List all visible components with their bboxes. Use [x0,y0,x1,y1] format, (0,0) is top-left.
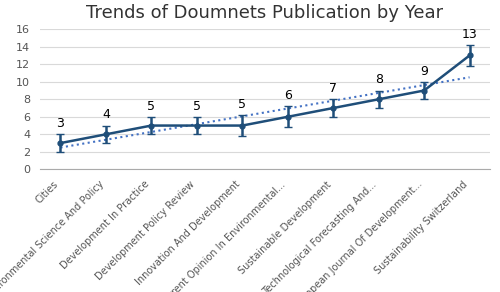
Text: 6: 6 [284,89,292,102]
Text: 7: 7 [329,82,337,95]
Text: 5: 5 [193,100,201,113]
Text: 4: 4 [102,108,110,121]
Text: 8: 8 [374,73,382,86]
Text: 5: 5 [238,98,246,111]
Title: Trends of Doumnets Publication by Year: Trends of Doumnets Publication by Year [86,4,444,22]
Text: 3: 3 [56,117,64,130]
Text: 9: 9 [420,65,428,78]
Text: 13: 13 [462,28,477,41]
Text: 5: 5 [148,100,156,113]
